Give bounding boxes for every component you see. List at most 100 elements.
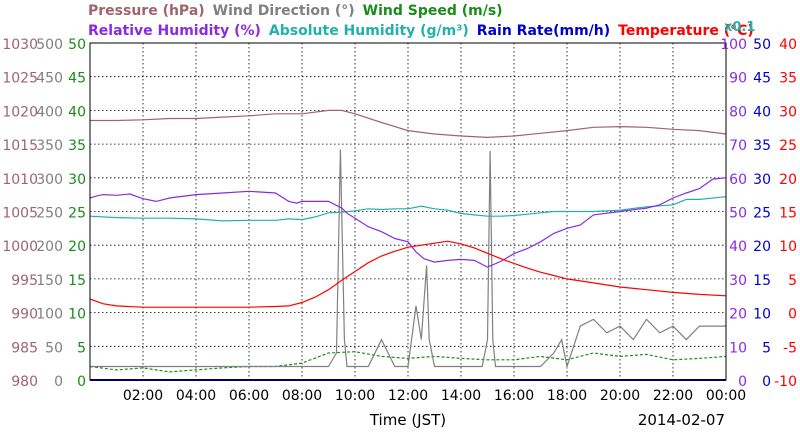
y-axes: 1030102510201015101010051000995990985980… bbox=[2, 37, 797, 390]
pressure-tick-label: 1030 bbox=[2, 37, 38, 53]
wind-speed-series bbox=[89, 351, 727, 373]
pressure-tick-label: 1010 bbox=[2, 172, 38, 188]
humidity-tick-label: 80 bbox=[729, 104, 747, 120]
wind-speed-tick-label: 40 bbox=[68, 104, 86, 120]
wind-direction-tick-label: 300 bbox=[36, 172, 63, 188]
pressure-tick-label: 1005 bbox=[2, 206, 38, 222]
humidity-tick-label: 30 bbox=[729, 273, 747, 289]
wind-speed-tick-label: 5 bbox=[77, 340, 86, 356]
temperature-tick-label: 0 bbox=[788, 307, 797, 323]
x-tick-label: 14:00 bbox=[441, 388, 481, 404]
abs-humidity-series bbox=[89, 196, 727, 222]
wind-direction-tick-label: 200 bbox=[36, 239, 63, 255]
pressure-tick-label: 1015 bbox=[2, 138, 38, 154]
wind-direction-series bbox=[90, 149, 726, 369]
wind-direction-tick-label: 400 bbox=[36, 104, 63, 120]
wind-speed-tick-label: 50 bbox=[68, 37, 86, 53]
legend-entry: Pressure (hPa) bbox=[88, 3, 205, 19]
wind-speed-tick-label: 15 bbox=[68, 273, 86, 289]
wind-speed-tick-label: 45 bbox=[68, 71, 86, 87]
plot-grid bbox=[90, 43, 726, 380]
x-tick-label: 06:00 bbox=[229, 388, 269, 404]
rain-rate-tick-label: 45 bbox=[753, 71, 771, 87]
pressure-series bbox=[90, 109, 727, 139]
wind-direction-tick-label: 150 bbox=[36, 273, 63, 289]
temperature-tick-label: 15 bbox=[779, 206, 797, 222]
legend-row-1: Pressure (hPa) Wind Direction (°) Wind Spe… bbox=[88, 3, 503, 19]
wind-direction-tick-label: 0 bbox=[54, 374, 63, 390]
legend-entry: Absolute Humidity (g/m³) bbox=[269, 23, 469, 39]
humidity-tick-label: 90 bbox=[729, 71, 747, 87]
legend-entry: Wind Speed (m/s) bbox=[363, 3, 503, 19]
x-tick-label: 20:00 bbox=[600, 388, 640, 404]
wind-direction-tick-label: 250 bbox=[36, 206, 63, 222]
rain-rate-tick-label: 35 bbox=[753, 138, 771, 154]
temperature-tick-label: 5 bbox=[788, 273, 797, 289]
x-tick-label: 04:00 bbox=[176, 388, 216, 404]
wind-direction-tick-label: 350 bbox=[36, 138, 63, 154]
wind-speed-tick-label: 20 bbox=[68, 239, 86, 255]
legend-entry: Relative Humidity (%) bbox=[88, 23, 261, 39]
wind-speed-tick-label: 0 bbox=[77, 374, 86, 390]
humidity-tick-label: 20 bbox=[729, 307, 747, 323]
abs-humidity-scale-note: x0.1 bbox=[724, 20, 755, 35]
rain-rate-tick-label: 40 bbox=[753, 104, 771, 120]
x-axis-label: Time (JST) bbox=[369, 411, 446, 429]
x-tick-label: 08:00 bbox=[282, 388, 322, 404]
date-label: 2014-02-07 bbox=[638, 411, 725, 429]
pressure-tick-label: 985 bbox=[11, 340, 38, 356]
temperature-tick-label: 35 bbox=[779, 71, 797, 87]
wind-speed-tick-label: 10 bbox=[68, 307, 86, 323]
x-tick-label: 12:00 bbox=[388, 388, 428, 404]
humidity-tick-label: 10 bbox=[729, 340, 747, 356]
temperature-tick-label: 20 bbox=[779, 172, 797, 188]
rain-rate-tick-label: 25 bbox=[753, 206, 771, 222]
humidity-tick-label: 60 bbox=[729, 172, 747, 188]
pressure-tick-label: 995 bbox=[11, 273, 38, 289]
legend-entry: Rain Rate(mm/h) bbox=[477, 23, 610, 39]
rain-rate-tick-label: 30 bbox=[753, 172, 771, 188]
rain-rate-tick-label: 10 bbox=[753, 307, 771, 323]
humidity-tick-label: 0 bbox=[738, 374, 747, 390]
wind-speed-tick-label: 25 bbox=[68, 206, 86, 222]
x-tick-label: 22:00 bbox=[653, 388, 693, 404]
plot-frame bbox=[89, 42, 727, 381]
x-axis: 02:00 04:00 06:00 08:00 10:00 12:00 14:00 16:00… bbox=[123, 388, 746, 404]
temperature-tick-label: -5 bbox=[783, 340, 797, 356]
wind-direction-tick-label: 50 bbox=[45, 340, 63, 356]
wind-speed-tick-label: 35 bbox=[68, 138, 86, 154]
legend-entry: Wind Direction (°) bbox=[213, 3, 355, 19]
x-tick-label: 10:00 bbox=[335, 388, 375, 404]
wind-direction-tick-label: 500 bbox=[36, 37, 63, 53]
x-tick-label: 18:00 bbox=[547, 388, 587, 404]
pressure-tick-label: 990 bbox=[11, 307, 38, 323]
wind-direction-tick-label: 100 bbox=[36, 307, 63, 323]
temperature-tick-label: 30 bbox=[779, 104, 797, 120]
rain-rate-tick-label: 20 bbox=[753, 239, 771, 255]
rain-rate-tick-label: 50 bbox=[753, 37, 771, 53]
humidity-tick-label: 50 bbox=[729, 206, 747, 222]
temperature-tick-label: -10 bbox=[774, 374, 797, 390]
wind-direction-tick-label: 450 bbox=[36, 71, 63, 87]
rain-rate-tick-label: 15 bbox=[753, 273, 771, 289]
legend-entry: Temperature (°C) bbox=[618, 23, 754, 39]
temperature-tick-label: 10 bbox=[779, 239, 797, 255]
pressure-tick-label: 1000 bbox=[2, 239, 38, 255]
temperature-tick-label: 25 bbox=[779, 138, 797, 154]
x-tick-label: 16:00 bbox=[494, 388, 534, 404]
temperature-series bbox=[89, 240, 727, 308]
wind-speed-tick-label: 30 bbox=[68, 172, 86, 188]
humidity-tick-label: 100 bbox=[720, 37, 747, 53]
humidity-tick-label: 40 bbox=[729, 239, 747, 255]
temperature-tick-label: 40 bbox=[779, 37, 797, 53]
rain-rate-tick-label: 5 bbox=[762, 340, 771, 356]
x-tick-label: 00:00 bbox=[706, 388, 746, 404]
pressure-tick-label: 980 bbox=[11, 374, 38, 390]
pressure-tick-label: 1020 bbox=[2, 104, 38, 120]
x-tick-label: 02:00 bbox=[123, 388, 163, 404]
humidity-tick-label: 70 bbox=[729, 138, 747, 154]
rain-rate-tick-label: 0 bbox=[762, 374, 771, 390]
pressure-tick-label: 1025 bbox=[2, 71, 38, 87]
legend-row-2: Relative Humidity (%) Absolute Humidity (… bbox=[88, 23, 754, 39]
